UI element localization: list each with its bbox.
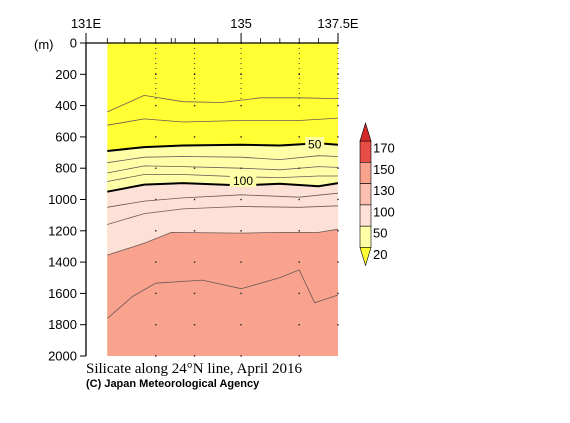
colorbar-label: 100 (373, 204, 395, 219)
colorbar-label: 150 (373, 162, 395, 177)
y-tick-label: 200 (55, 67, 77, 82)
sample-point (240, 292, 242, 295)
contour-110 (107, 192, 339, 208)
sample-point (193, 230, 196, 232)
sample-point (155, 355, 157, 357)
sample-point (193, 355, 196, 357)
sample-point (155, 104, 157, 107)
y-tick-label: 0 (70, 36, 77, 51)
y-tick-label: 1000 (48, 192, 77, 207)
sample-point (155, 324, 157, 326)
sample-point (240, 104, 242, 107)
colorbar-segment (359, 225, 372, 248)
colorbar-label: 130 (373, 183, 395, 198)
contour-60 (107, 155, 339, 164)
sample-point (337, 104, 339, 107)
y-axis-ticks: 0 200 400 600 800 1000 1200 1400 1600 1800 2000 (48, 36, 86, 364)
sample-point (298, 230, 300, 232)
colorbar-label: 20 (373, 247, 387, 262)
contour-label-bg (305, 136, 325, 150)
contour-label: 100 (233, 174, 253, 188)
y-tick-label: 2000 (48, 349, 77, 364)
y-unit-label: (m) (34, 37, 54, 52)
y-tick-label: 600 (55, 129, 77, 144)
colorbar-segment (359, 183, 372, 206)
sample-point (337, 324, 339, 326)
sample-point (193, 167, 196, 169)
sample-point (193, 261, 196, 263)
station-sample-points (155, 43, 339, 357)
sample-point (298, 167, 300, 169)
sample-point (240, 355, 242, 357)
sample-point (298, 292, 300, 295)
sample-point (240, 261, 242, 263)
y-tick-label: 1600 (48, 286, 77, 301)
contour-30 (107, 94, 339, 113)
sample-point (298, 261, 300, 263)
sample-point (240, 73, 242, 75)
sample-point (193, 136, 196, 138)
colorbar-bottom-arrow (359, 247, 372, 267)
x-tick-label: 131E (71, 16, 102, 31)
x-tick-label: 135 (230, 16, 252, 31)
sample-point (337, 230, 339, 232)
sample-point (337, 292, 339, 295)
sample-point (240, 230, 242, 232)
sample-point (240, 324, 242, 326)
colorbar-segment (359, 140, 372, 163)
sample-point (298, 136, 300, 138)
sample-point (155, 230, 157, 232)
sample-point (155, 73, 157, 75)
sample-point (298, 104, 300, 107)
sample-point (155, 167, 157, 169)
sample-point (240, 136, 242, 138)
sample-point (298, 198, 300, 201)
sample-point (337, 136, 339, 138)
sample-point (193, 292, 196, 295)
sample-point (298, 324, 300, 326)
y-tick-label: 800 (55, 161, 77, 176)
contour-label-bg (229, 173, 257, 187)
sample-point (193, 104, 196, 107)
colorbar-segment (359, 204, 372, 227)
sample-point (337, 261, 339, 263)
y-tick-label: 1200 (48, 223, 77, 238)
contour-40 (107, 117, 339, 126)
x-tick-label: 137.5E (317, 16, 359, 31)
x-axis-ticks: 131E 135 137.5E (71, 16, 359, 43)
sample-point (337, 73, 339, 75)
sample-point (155, 292, 157, 295)
sample-point (337, 167, 339, 169)
contour-120 (107, 205, 339, 225)
colorbar-label: 170 (373, 141, 395, 156)
contour-label: 50 (308, 137, 322, 151)
colorbar-top-arrow (359, 121, 372, 142)
colorbar-segment (359, 162, 372, 184)
contour-labels: 50 100 (229, 136, 325, 188)
sample-point (298, 73, 300, 75)
sample-point (193, 198, 196, 201)
sample-point (155, 261, 157, 263)
sample-point (337, 198, 339, 201)
sample-point (155, 136, 157, 138)
contour-140 (107, 269, 339, 319)
sample-point (240, 167, 242, 169)
y-tick-label: 1800 (48, 317, 77, 332)
sample-point (240, 198, 242, 201)
y-tick-label: 400 (55, 98, 77, 113)
colorbar: 170 150 130 100 50 20 (359, 121, 395, 267)
contour-130 (107, 228, 339, 256)
sample-point (155, 198, 157, 201)
chart-title: Silicate along 24°N line, April 2016 (86, 361, 302, 377)
concentration-bands (107, 43, 338, 356)
sample-point (193, 324, 196, 326)
colorbar-label: 50 (373, 226, 387, 241)
band-above-130 (107, 229, 338, 356)
sample-point (193, 73, 196, 75)
copyright-credit: (C) Japan Meteorological Agency (86, 378, 260, 390)
y-tick-label: 1400 (48, 255, 77, 270)
sample-point (298, 355, 300, 357)
